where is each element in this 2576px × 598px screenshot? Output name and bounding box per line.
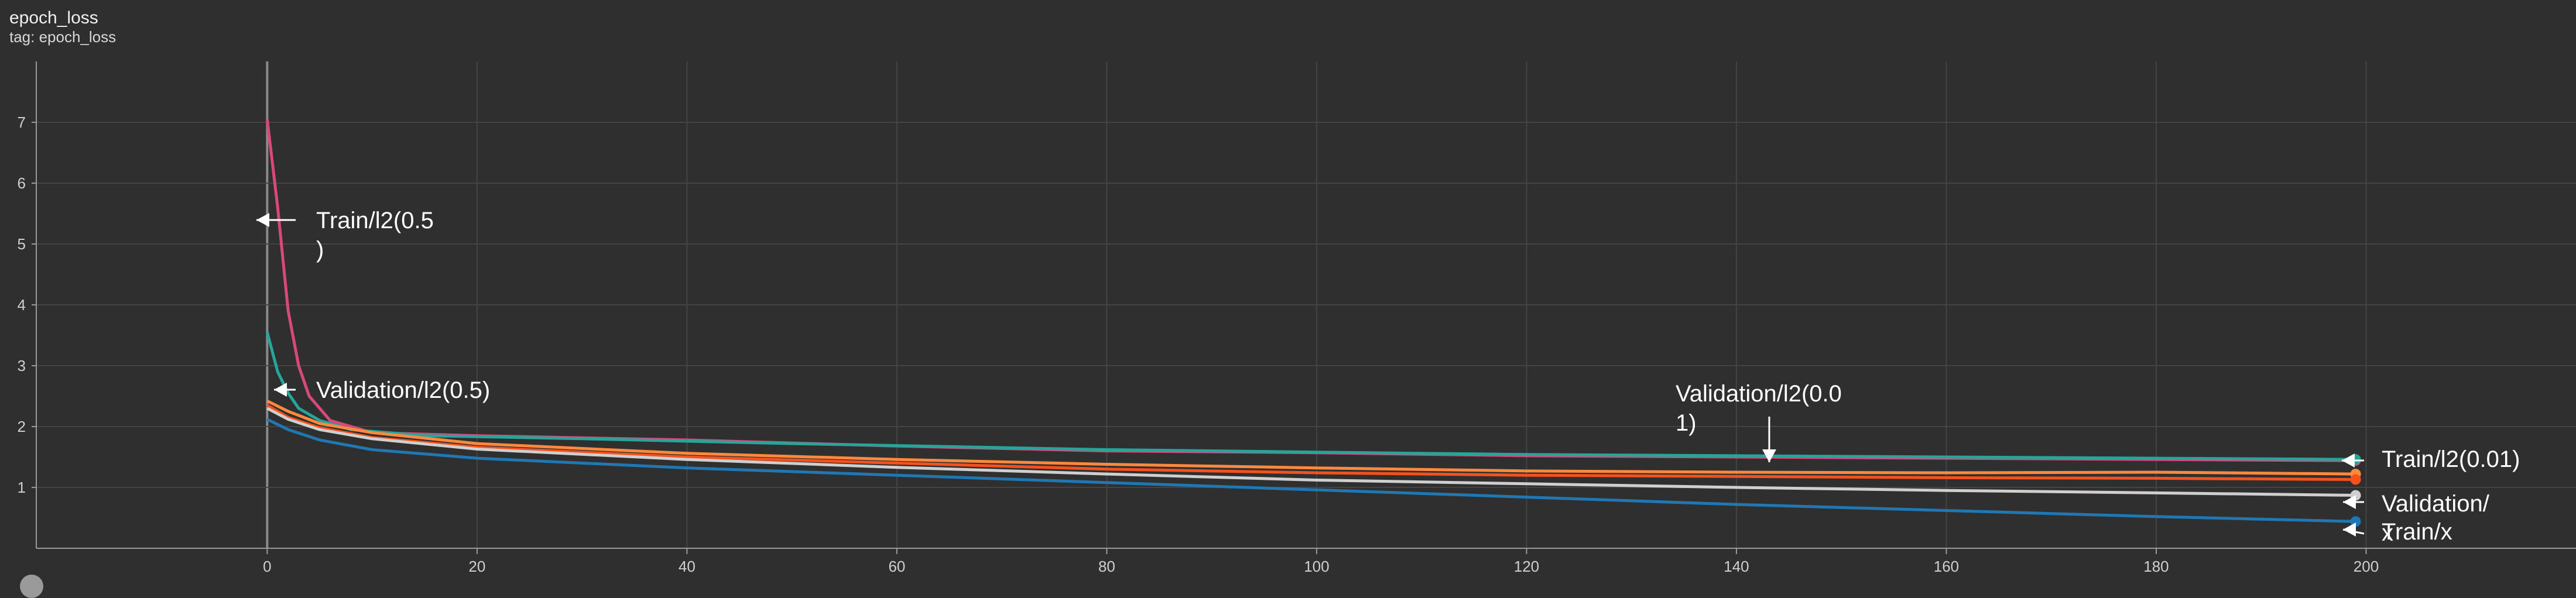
x-tick-label: 0 — [263, 558, 271, 575]
annotation-arrowhead — [1762, 449, 1776, 462]
series-line — [266, 400, 2356, 476]
x-tick-label: 180 — [2143, 558, 2169, 575]
annotation-label: ) — [316, 237, 324, 263]
loss-line-chart[interactable]: 0 20 40 60 80 100 120 140 160 180 200 1 2 3 4 5 6 7 Train/… — [0, 0, 2576, 582]
annotation-label: Train/l2(0.5 — [316, 208, 434, 233]
annotation-label: Train/l2(0.01) — [2382, 446, 2520, 472]
y-tick-label: 6 — [18, 174, 26, 192]
y-tick-label: 5 — [18, 235, 26, 253]
chart-title: epoch_loss — [9, 8, 98, 28]
annotation-arrowhead — [2342, 453, 2355, 468]
annotation-label: Validation/l2(0.5) — [316, 377, 490, 403]
annotation-arrowhead — [2343, 495, 2356, 509]
x-tick-label: 140 — [1724, 558, 1749, 575]
annotation-arrowhead — [256, 213, 269, 227]
series-line — [266, 404, 2356, 481]
y-tick-label: 2 — [18, 418, 26, 435]
series-line — [266, 407, 2356, 497]
series-line — [265, 119, 2356, 462]
series-line — [265, 332, 2356, 461]
x-tick-label: 20 — [468, 558, 485, 575]
series-endpoint — [2350, 474, 2361, 485]
corner-indicator[interactable] — [20, 575, 43, 598]
x-tick-label: 80 — [1098, 558, 1115, 575]
chart-tag: tag: epoch_loss — [9, 28, 117, 46]
annotation-label: Validation/l2(0.0 — [1676, 381, 1842, 407]
x-tick-label: 160 — [1934, 558, 1959, 575]
series-line — [266, 418, 2356, 523]
y-tick-label: 3 — [18, 357, 26, 374]
annotation-label: 1) — [1676, 410, 1697, 436]
x-tick-label: 200 — [2354, 558, 2379, 575]
x-tick-label: 60 — [888, 558, 905, 575]
annotation-label: Validation/ — [2382, 491, 2490, 517]
annotation-arrowhead — [274, 383, 287, 397]
y-tick-label: 7 — [18, 114, 26, 131]
y-tick-label: 4 — [18, 296, 26, 314]
annotation-label: x — [2382, 520, 2393, 546]
annotation-label: Train/x — [2382, 519, 2452, 545]
annotation-arrowhead — [2343, 523, 2356, 537]
y-tick-label: 1 — [18, 479, 26, 496]
x-tick-label: 120 — [1514, 558, 1539, 575]
x-tick-label: 40 — [679, 558, 696, 575]
x-tick-label: 100 — [1304, 558, 1329, 575]
